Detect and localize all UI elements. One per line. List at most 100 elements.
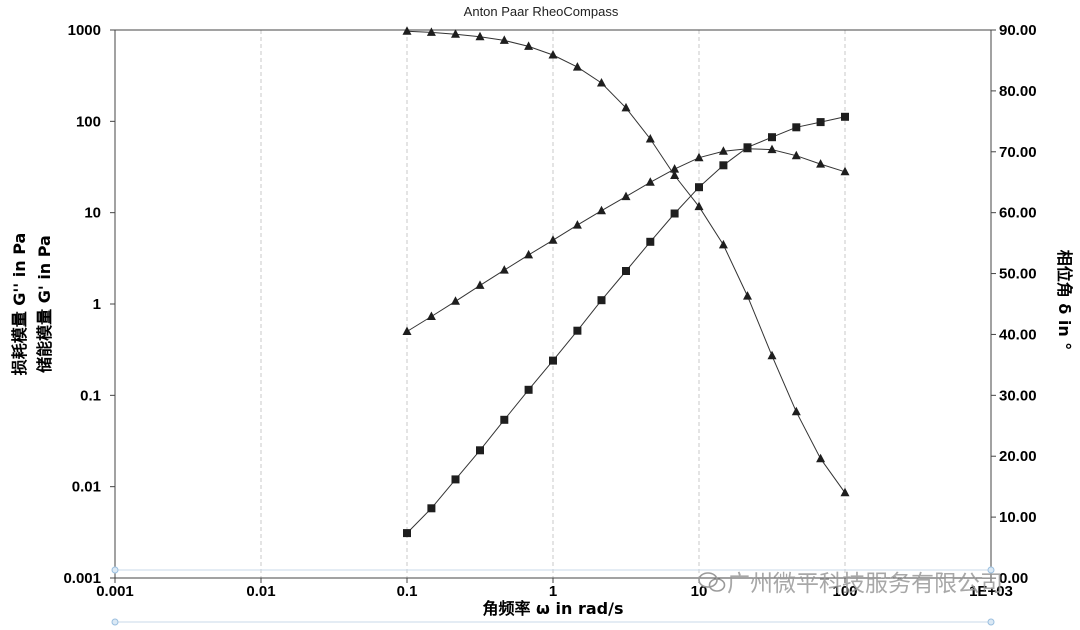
series-line [406, 116, 846, 534]
data-point [451, 475, 460, 484]
y-axis-label-storage-modulus: 储能模量 G' in Pa [35, 235, 54, 374]
y-tick-label: 0.01 [72, 479, 101, 496]
selection-handle[interactable] [987, 566, 995, 574]
y2-tick-label: 80.00 [999, 83, 1037, 100]
data-point [645, 134, 655, 143]
series-3 [402, 26, 850, 497]
data-point [621, 191, 631, 201]
selection-handle[interactable] [111, 618, 119, 626]
data-point [402, 26, 412, 35]
series-line [406, 30, 846, 494]
data-point [621, 102, 631, 112]
data-point [427, 504, 436, 513]
y-tick-label: 0.1 [80, 387, 101, 404]
y2-tick-label: 70.00 [999, 144, 1037, 161]
y-axis-ticks: 0.001 0.01 0.1 1 10 100 1000 [63, 22, 115, 587]
chart-title: Anton Paar RheoCompass [464, 4, 619, 19]
data-point [402, 326, 412, 335]
data-point [718, 146, 728, 155]
y-tick-label: 1000 [68, 22, 101, 39]
y2-axis-label: 相位角 δ in ° [1055, 250, 1074, 351]
data-point [548, 50, 558, 59]
y2-tick-label: 40.00 [999, 326, 1037, 343]
gridlines [260, 30, 846, 578]
data-point [500, 415, 509, 424]
data-point [791, 150, 801, 160]
data-point [597, 78, 606, 87]
x-tick-label: 1E+03 [969, 583, 1013, 600]
data-point [670, 164, 680, 173]
y2-tick-label: 50.00 [999, 266, 1037, 283]
data-point [695, 183, 703, 192]
y2-tick-label: 10.00 [999, 509, 1037, 526]
data-point [816, 453, 826, 463]
data-point [816, 118, 825, 127]
wechat-icon [698, 572, 726, 592]
data-point [841, 112, 849, 121]
y2-tick-label: 30.00 [999, 387, 1037, 404]
data-point [694, 152, 704, 162]
data-point [645, 177, 655, 186]
data-point [743, 143, 752, 153]
data-point [572, 220, 582, 229]
data-point [524, 41, 534, 50]
data-point [499, 265, 509, 274]
y-tick-label: 0.001 [63, 570, 101, 587]
data-point [451, 296, 460, 305]
data-point [622, 267, 630, 275]
selection-handle[interactable] [111, 566, 119, 574]
data-point [767, 144, 777, 154]
data-point [670, 170, 680, 179]
y2-tick-label: 0.00 [999, 570, 1028, 587]
series-layer [402, 26, 850, 538]
data-point [768, 133, 776, 142]
x-tick-label: 100 [832, 583, 857, 600]
series-2 [402, 143, 850, 335]
data-point [573, 326, 582, 335]
data-point [791, 406, 801, 416]
y-tick-label: 10 [84, 205, 101, 222]
data-point [426, 311, 436, 320]
x-tick-label: 0.001 [96, 583, 134, 600]
series-line [406, 148, 846, 332]
data-point [426, 27, 436, 36]
data-point [475, 280, 485, 289]
selection-handle[interactable] [987, 618, 995, 626]
data-point [524, 249, 534, 259]
data-point [476, 446, 484, 455]
x-tick-label: 1 [549, 583, 557, 600]
y-tick-label: 1 [93, 296, 101, 313]
data-point [597, 205, 606, 215]
data-point [475, 31, 485, 41]
data-point [719, 161, 728, 170]
data-point [840, 487, 850, 497]
data-point [816, 159, 826, 168]
watermark: 广州微平科技服务有限公司 [698, 571, 1003, 597]
y2-tick-label: 20.00 [999, 448, 1037, 465]
data-point [743, 291, 752, 300]
data-point [670, 209, 679, 218]
data-point [767, 350, 777, 360]
watermark-text: 广州微平科技服务有限公司 [727, 571, 1003, 597]
data-point [792, 123, 801, 132]
data-point [451, 29, 460, 38]
data-point [548, 235, 558, 244]
y-axis-label-loss-modulus: 损耗模量 G'' in Pa [10, 233, 29, 376]
y2-axis-ticks: 0.00 10.00 20.00 30.00 40.00 50.00 60.00 70.00 8… [991, 22, 1037, 587]
data-point [597, 296, 606, 305]
series-1 [403, 112, 849, 538]
x-tick-label: 10 [691, 583, 708, 600]
data-point [840, 166, 850, 176]
y2-tick-label: 90.00 [999, 22, 1037, 39]
left-axis-labels: 损耗模量 G'' in Pa 储能模量 G' in Pa [10, 233, 54, 376]
data-point [572, 62, 582, 71]
data-point [694, 201, 704, 211]
x-tick-label: 0.01 [246, 583, 275, 600]
y-tick-label: 100 [76, 113, 101, 130]
data-point [403, 529, 411, 538]
data-point [499, 35, 509, 44]
data-point [646, 237, 655, 246]
data-point [549, 356, 557, 365]
y2-tick-label: 60.00 [999, 205, 1037, 222]
